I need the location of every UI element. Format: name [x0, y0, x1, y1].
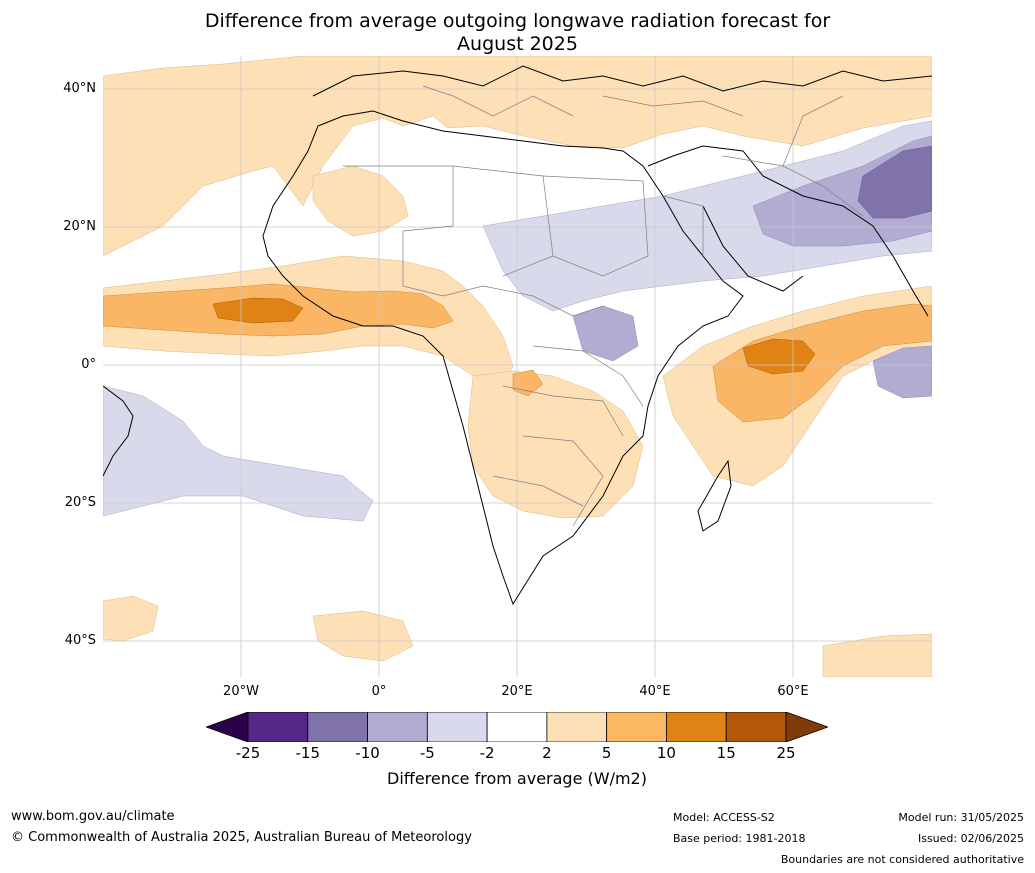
map-gridlines [103, 56, 932, 677]
anomaly-region-southern-africa [467, 370, 644, 519]
colorbar-tick-label: -2 [479, 744, 495, 762]
anomaly-region-south-atlantic [103, 595, 159, 642]
colorbar-tick-label: -15 [295, 744, 321, 762]
anomaly-region-east-indian [872, 345, 932, 399]
footer-issued: Issued: 02/06/2025 [917, 832, 1024, 845]
anomaly-gap-mediterranean [433, 128, 763, 186]
arabia-coastline [647, 145, 929, 317]
lat-label-40n: 40°N [63, 81, 96, 96]
footer-model-run: Model run: 31/05/2025 [898, 811, 1024, 824]
lat-label-0: 0° [81, 357, 96, 372]
colorbar-extend-low [206, 712, 249, 742]
colorbar-segment [426, 712, 488, 742]
europe-coastline [312, 65, 932, 97]
colorbar-segment [307, 712, 368, 742]
colorbar-title: Difference from average (W/m2) [387, 769, 647, 788]
colorbar-tick-label: -25 [235, 744, 261, 762]
lon-label-0: 0° [371, 684, 387, 699]
lat-label-20n: 20°N [63, 219, 96, 234]
anomaly-region-south-indian [822, 633, 932, 677]
colorbar-segment [546, 712, 608, 742]
anomaly-region-south-atlantic-2 [312, 610, 414, 662]
madagascar-coastline [697, 459, 732, 532]
colorbar-segment [367, 712, 428, 742]
colorbar-tick-label: -5 [419, 744, 435, 762]
anomaly-region-north-atlantic [103, 56, 932, 257]
colorbar-tick-label: 10 [656, 744, 676, 762]
lon-label-40e: 40°E [639, 684, 671, 699]
anomaly-region-arabia-core [857, 145, 932, 219]
colorbar-tick-label: 15 [716, 744, 736, 762]
country-borders [343, 85, 864, 527]
africa-coastline [262, 110, 744, 606]
lon-label-20e: 20°E [501, 684, 533, 699]
footer-disclaimer: Boundaries are not considered authoritat… [780, 853, 1024, 866]
olr-anomaly-map [103, 56, 932, 677]
colorbar [206, 712, 828, 742]
lat-label-20s: 20°S [64, 495, 96, 510]
map-title: Difference from average outgoing longwav… [103, 10, 932, 56]
anomaly-region-west-africa-core [212, 297, 304, 324]
lat-label-40s: 40°S [64, 633, 96, 648]
colorbar-segment [666, 712, 727, 742]
footer-website: www.bom.gov.au/climate [11, 809, 175, 824]
lon-label-20w: 20°W [223, 684, 259, 699]
title-line-1: Difference from average outgoing longwav… [204, 10, 831, 32]
south-america-coastline [103, 385, 134, 477]
colorbar-segment [486, 712, 548, 742]
colorbar-extend-high [785, 712, 828, 742]
colorbar-tick-label: 5 [601, 744, 612, 762]
anomaly-region-west-sahara [312, 165, 409, 237]
colorbar-tick-label: 25 [776, 744, 796, 762]
colorbar-segment [247, 712, 309, 742]
colorbar-tick-label: 2 [542, 744, 552, 762]
anomaly-region-indian-ocean-mid [712, 303, 932, 423]
footer-model: Model: ACCESS-S2 [673, 811, 775, 824]
colorbar-segment [725, 712, 787, 742]
colorbar-segment [606, 712, 667, 742]
colorbar-tick-label: -10 [355, 744, 380, 762]
title-line-2: August 2025 [457, 33, 578, 55]
footer-base-period: Base period: 1981-2018 [673, 832, 806, 845]
lon-label-60e: 60°E [777, 684, 809, 699]
footer-copyright: © Commonwealth of Australia 2025, Austra… [11, 830, 472, 845]
